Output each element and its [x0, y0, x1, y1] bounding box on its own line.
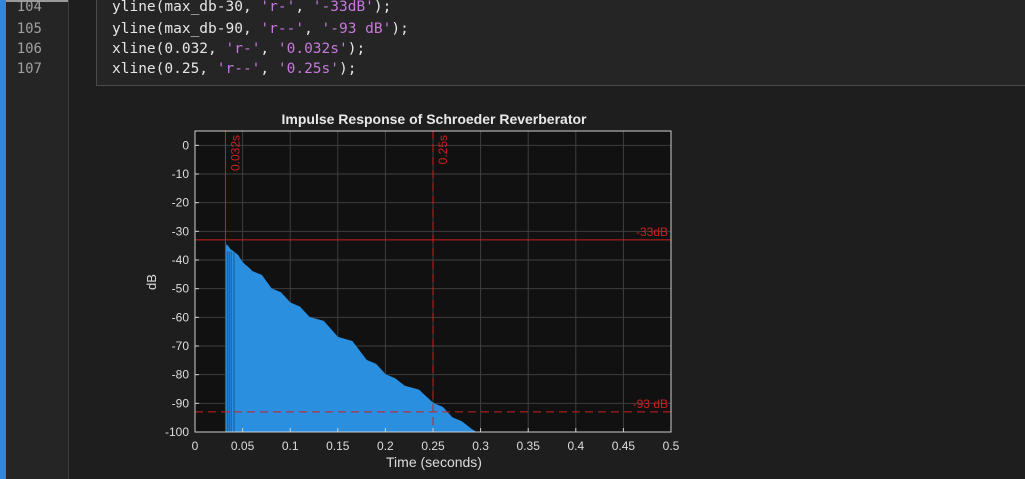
- x-tick-label: 0.45: [612, 439, 636, 453]
- x-axis-label: Time (seconds): [386, 454, 482, 470]
- line-number-gutter: [6, 0, 68, 479]
- y-tick-label: -80: [172, 368, 190, 382]
- y-tick-label: -40: [172, 253, 190, 267]
- gutter-top-edge: [6, 0, 68, 2]
- x-tick-label: 0: [192, 439, 199, 453]
- x-tick-label: 0.4: [567, 439, 584, 453]
- line-number: 106: [16, 41, 42, 57]
- code-text[interactable]: xline(0.032, 'r-', '0.032s');: [112, 41, 366, 57]
- code-text[interactable]: xline(0.25, 'r--', '0.25s');: [112, 61, 357, 77]
- x-tick-label: 0.3: [472, 439, 489, 453]
- y-tick-label: 0: [182, 138, 189, 152]
- yline-label: -93 dB: [633, 397, 668, 411]
- x-tick-label: 0.15: [326, 439, 350, 453]
- y-tick-label: -50: [172, 282, 190, 296]
- y-tick-label: -100: [165, 425, 189, 439]
- impulse-response-area: [224, 242, 491, 433]
- x-tick-label: 0.05: [231, 439, 255, 453]
- code-text[interactable]: yline(max_db-90, 'r--', '-93 dB');: [112, 21, 409, 37]
- x-tick-label: 0.2: [377, 439, 394, 453]
- gutter-divider: [68, 0, 69, 479]
- line-number: 104: [16, 0, 42, 15]
- yline-label: -33dB: [636, 225, 668, 239]
- x-tick-label: 0.1: [282, 439, 299, 453]
- y-axis-label: dB: [144, 274, 159, 290]
- y-tick-label: -70: [172, 339, 190, 353]
- y-tick-label: -60: [172, 310, 190, 324]
- line-number: 105: [16, 21, 42, 37]
- xline-label: 0.032s: [228, 135, 242, 171]
- chart-title: Impulse Response of Schroeder Reverberat…: [282, 111, 588, 127]
- y-tick-label: -90: [172, 396, 190, 410]
- cell-accent-bar: [0, 0, 6, 479]
- line-number: 107: [16, 61, 42, 77]
- code-cell[interactable]: [96, 0, 1025, 86]
- x-tick-label: 0.25: [421, 439, 445, 453]
- xline-label: 0.25s: [436, 135, 450, 164]
- y-tick-label: -20: [172, 196, 190, 210]
- y-tick-label: -30: [172, 224, 190, 238]
- x-tick-label: 0.35: [517, 439, 541, 453]
- x-tick-label: 0.5: [663, 439, 680, 453]
- code-text[interactable]: yline(max_db-30, 'r-', '-33dB');: [112, 0, 392, 15]
- y-tick-label: -10: [172, 167, 190, 181]
